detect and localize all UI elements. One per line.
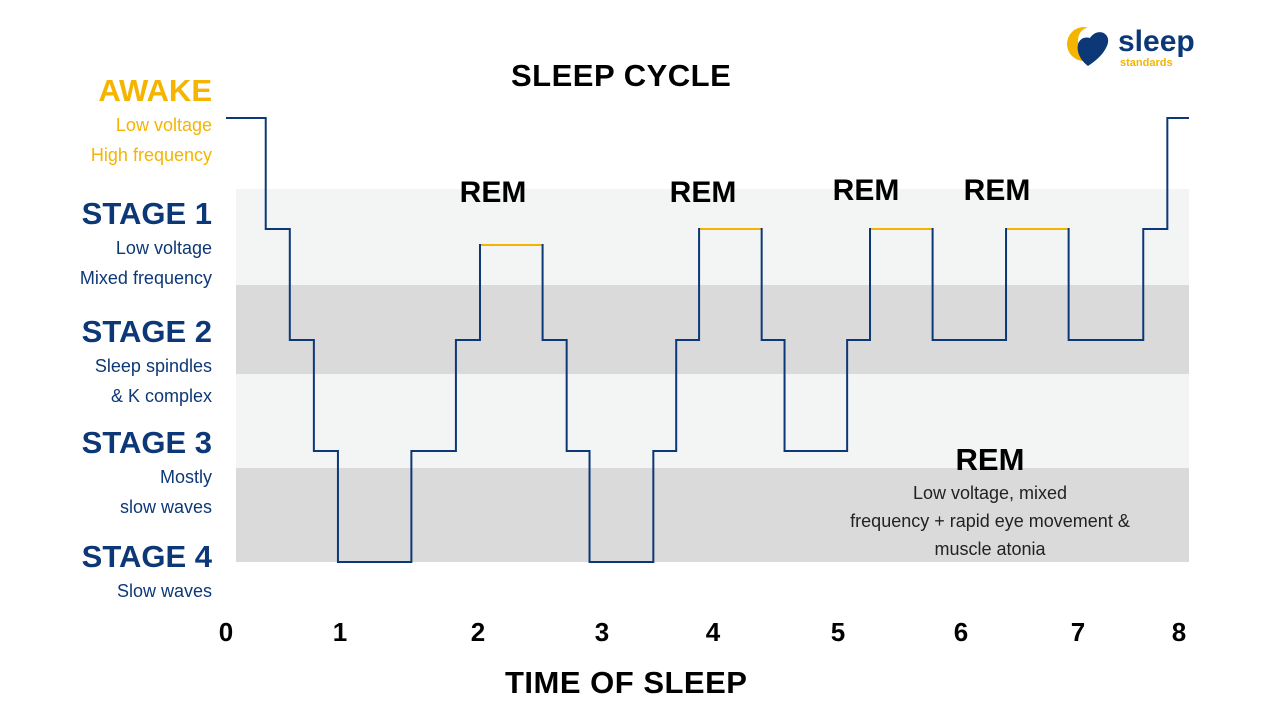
stage-desc-line: Slow waves	[116, 581, 212, 601]
stage-desc-line: & K complex	[110, 386, 212, 406]
stage-name: STAGE 2	[81, 314, 212, 349]
stage-band-1	[236, 189, 1189, 285]
rem-label: REM	[963, 174, 1031, 207]
x-axis-title: TIME OF SLEEP	[505, 665, 748, 700]
rem-note-line: frequency + rapid eye movement &	[850, 511, 1130, 531]
rem-label: REM	[832, 174, 900, 207]
stage-label-4: STAGE 4 Slow waves	[82, 540, 212, 604]
stage-desc-line: Mixed frequency	[79, 268, 212, 288]
sleep-standards-logo: sleep standards	[1062, 24, 1212, 72]
logo-word: sleep	[1118, 25, 1195, 58]
x-tick-label: 8	[1171, 617, 1187, 647]
stage-desc-line: Sleep spindles	[94, 356, 212, 376]
logo-subword: standards	[1120, 57, 1173, 69]
rem-note-line: muscle atonia	[934, 539, 1046, 559]
stage-name: STAGE 1	[81, 196, 212, 231]
rem-note: REM Low voltage, mixed frequency + rapid…	[820, 442, 1160, 562]
x-tick-label: 1	[332, 617, 348, 647]
x-tick-label: 3	[594, 617, 610, 647]
x-tick-label: 0	[218, 617, 234, 647]
x-tick-label: 6	[953, 617, 969, 647]
rem-note-line: Low voltage, mixed	[912, 483, 1068, 503]
stage-label-1: STAGE 1 Low voltage Mixed frequency	[80, 197, 212, 291]
stage-desc-line: Mostly	[159, 467, 212, 487]
x-tick-label: 5	[830, 617, 846, 647]
stage-name: STAGE 3	[81, 425, 212, 460]
stage-desc-line: slow waves	[119, 497, 212, 517]
stage-label-awake: AWAKE Low voltage High frequency	[91, 74, 212, 168]
rem-label: REM	[669, 176, 737, 209]
stage-label-2: STAGE 2 Sleep spindles & K complex	[82, 315, 212, 409]
stage-band-3	[236, 374, 1189, 468]
x-tick-label: 4	[705, 617, 721, 647]
sleep-stage-line	[226, 117, 1189, 563]
rem-highlights	[480, 228, 1068, 246]
rem-label: REM	[459, 176, 527, 209]
moon-heart-icon	[1067, 27, 1109, 66]
x-tick-label: 2	[470, 617, 486, 647]
stage-label-3: STAGE 3 Mostly slow waves	[82, 426, 212, 520]
stage-bands	[236, 189, 1189, 562]
stage-name: AWAKE	[98, 73, 212, 108]
stage-name: STAGE 4	[81, 539, 212, 574]
chart-title: SLEEP CYCLE	[511, 58, 732, 93]
stage-desc-line: Low voltage	[115, 115, 212, 135]
rem-note-heading: REM	[955, 442, 1025, 477]
stage-band-2	[236, 285, 1189, 374]
hypnogram-series	[226, 117, 1189, 563]
stage-desc-line: High frequency	[90, 145, 212, 165]
stage-desc-line: Low voltage	[115, 238, 212, 258]
x-tick-label: 7	[1070, 617, 1086, 647]
stage-band-4	[236, 468, 1189, 562]
